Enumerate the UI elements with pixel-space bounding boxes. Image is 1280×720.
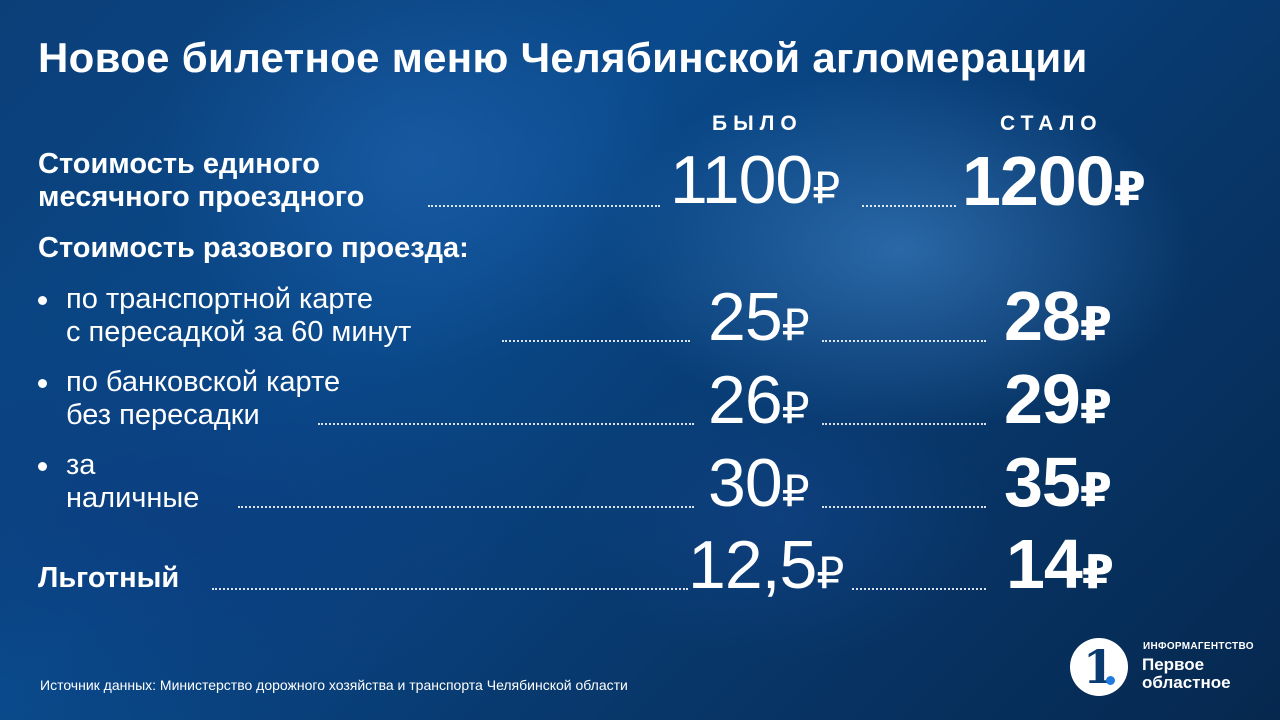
single-fare-heading: Стоимость разового проезда: <box>38 232 469 264</box>
ruble-sign: ₽ <box>1113 163 1146 215</box>
brand-logo: 1 <box>1070 638 1128 696</box>
dotted-leader <box>862 205 956 207</box>
ruble-sign: ₽ <box>1079 298 1112 350</box>
fare-price-before: 30₽ <box>708 445 810 521</box>
dotted-leader <box>852 588 986 590</box>
page-title: Новое билетное меню Челябинской агломера… <box>38 34 1088 81</box>
dotted-leader <box>428 205 660 207</box>
fare-price-after: 29₽ <box>1004 360 1112 438</box>
monthly-label-line1: Стоимость единого <box>38 148 320 180</box>
dotted-leader <box>318 423 694 425</box>
fare-label-line2: наличные <box>66 482 200 514</box>
logo-digit: 1 <box>1082 640 1115 694</box>
discount-label: Льготный <box>38 562 180 594</box>
fare-label-line1: по транспортной карте <box>66 283 373 315</box>
fare-label-line2: с пересадкой за 60 минут <box>66 316 412 348</box>
dotted-leader <box>822 340 986 342</box>
fare-price-before: 26₽ <box>708 362 810 438</box>
ruble-sign: ₽ <box>812 164 840 213</box>
column-header-after: СТАЛО <box>1000 112 1103 135</box>
ruble-sign: ₽ <box>1079 381 1112 433</box>
bullet-icon <box>38 462 47 471</box>
column-header-before: БЫЛО <box>712 112 803 135</box>
ruble-sign: ₽ <box>781 467 810 516</box>
discount-price-before: 12,5₽ <box>688 527 844 603</box>
fare-price-before: 25₽ <box>708 279 810 355</box>
ruble-sign: ₽ <box>1079 464 1112 516</box>
fare-price-after: 28₽ <box>1004 277 1112 355</box>
ruble-sign: ₽ <box>816 549 844 598</box>
dotted-leader <box>238 506 694 508</box>
monthly-price-before: 1100₽ <box>670 142 840 218</box>
logo-name-line1: Первое <box>1142 655 1205 674</box>
fare-label-line1: по банковской карте <box>66 366 341 398</box>
monthly-price-after: 1200₽ <box>962 142 1146 220</box>
logo-caption: ИНФОРМАГЕНТСТВО <box>1143 641 1254 652</box>
dotted-leader <box>502 340 690 342</box>
fare-price-after: 35₽ <box>1004 443 1112 521</box>
monthly-label-line2: месячного проездного <box>38 181 365 213</box>
logo-name: Первое областное <box>1142 656 1231 692</box>
bullet-icon <box>38 296 47 305</box>
logo-dot-icon <box>1106 676 1115 685</box>
ruble-sign: ₽ <box>781 301 810 350</box>
ruble-sign: ₽ <box>781 384 810 433</box>
dotted-leader <box>212 588 688 590</box>
dotted-leader <box>822 423 986 425</box>
fare-label-line2: без пересадки <box>66 399 260 431</box>
logo-name-line2: областное <box>1142 673 1231 692</box>
discount-price-after: 14₽ <box>1006 525 1114 603</box>
source-note: Источник данных: Министерство дорожного … <box>40 677 628 693</box>
bullet-icon <box>38 379 47 388</box>
dotted-leader <box>822 506 986 508</box>
ruble-sign: ₽ <box>1081 546 1114 598</box>
fare-label-line1: за <box>66 449 96 481</box>
